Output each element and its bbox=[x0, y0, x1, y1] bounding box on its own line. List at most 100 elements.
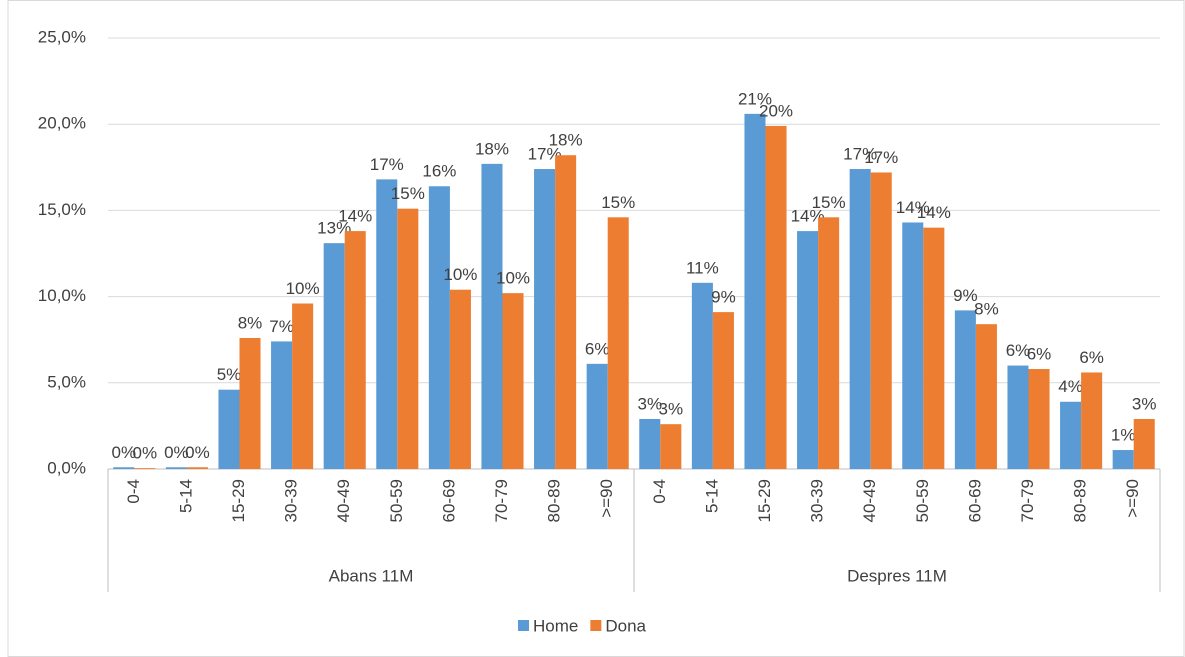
bar bbox=[1007, 365, 1029, 469]
bar bbox=[555, 155, 577, 469]
y-tick-label: 5,0% bbox=[47, 372, 86, 391]
data-label: 11% bbox=[686, 258, 719, 277]
bar bbox=[113, 467, 135, 469]
bar bbox=[765, 125, 787, 469]
bar bbox=[186, 467, 208, 469]
bar bbox=[902, 222, 924, 469]
bar bbox=[818, 217, 840, 469]
bar bbox=[292, 303, 314, 469]
data-label: 14% bbox=[917, 203, 951, 222]
bar bbox=[870, 172, 892, 470]
bar bbox=[954, 310, 976, 469]
bar bbox=[239, 337, 261, 469]
data-label: 20% bbox=[759, 101, 793, 120]
bar bbox=[218, 389, 240, 469]
bar bbox=[1112, 450, 1134, 469]
legend-swatch bbox=[518, 620, 529, 631]
bar bbox=[502, 293, 524, 469]
x-tick-label: 60-69 bbox=[965, 479, 984, 522]
bar bbox=[271, 341, 293, 469]
data-label: 15% bbox=[391, 184, 425, 203]
x-tick-label: 70-79 bbox=[492, 479, 511, 522]
data-label: 1% bbox=[1111, 426, 1136, 445]
group-label: Despres 11M bbox=[847, 566, 947, 585]
data-label: 6% bbox=[585, 339, 610, 358]
bar bbox=[975, 324, 997, 469]
group-label: Abans 11M bbox=[329, 566, 414, 585]
data-label: 3% bbox=[1132, 394, 1157, 413]
bar bbox=[344, 231, 366, 469]
data-label: 0% bbox=[133, 444, 158, 463]
data-label: 9% bbox=[711, 288, 736, 307]
bar bbox=[639, 419, 661, 469]
data-label: 9% bbox=[953, 286, 978, 305]
bar bbox=[1081, 372, 1103, 469]
bar bbox=[607, 217, 629, 469]
x-tick-label: 30-39 bbox=[808, 479, 827, 522]
data-label: 14% bbox=[791, 207, 825, 226]
data-label: 3% bbox=[637, 394, 662, 413]
data-label: 4% bbox=[1058, 377, 1083, 396]
x-tick-label: 40-49 bbox=[334, 479, 353, 522]
bar bbox=[744, 113, 766, 469]
bar bbox=[376, 179, 398, 470]
bar bbox=[534, 169, 556, 470]
x-tick-label: 50-59 bbox=[387, 479, 406, 522]
data-label: 6% bbox=[1079, 348, 1104, 367]
bar bbox=[449, 289, 471, 469]
data-label: 14% bbox=[896, 198, 930, 217]
data-label: 17% bbox=[843, 145, 877, 164]
x-tick-label: 5-14 bbox=[702, 479, 721, 513]
data-label: 0% bbox=[185, 443, 210, 462]
data-label: 10% bbox=[286, 279, 320, 298]
data-label: 6% bbox=[1006, 341, 1031, 360]
legend-label: Home bbox=[533, 616, 578, 635]
x-tick-label: 70-79 bbox=[1018, 479, 1037, 522]
bar bbox=[397, 208, 419, 469]
data-label: 0% bbox=[164, 443, 189, 462]
x-tick-label: >=90 bbox=[1123, 479, 1142, 518]
bar bbox=[691, 282, 713, 469]
bar bbox=[165, 467, 187, 469]
y-tick-label: 15,0% bbox=[38, 200, 86, 219]
data-label: 8% bbox=[238, 313, 263, 332]
x-tick-label: 5-14 bbox=[176, 479, 195, 513]
bar bbox=[923, 227, 945, 469]
data-label: 18% bbox=[549, 131, 583, 150]
y-tick-label: 20,0% bbox=[38, 114, 86, 133]
x-tick-label: 50-59 bbox=[913, 479, 932, 522]
data-label: 7% bbox=[269, 317, 294, 336]
data-label: 3% bbox=[659, 400, 684, 419]
bar bbox=[481, 163, 503, 470]
legend-label: Dona bbox=[605, 616, 646, 635]
x-tick-label: 15-29 bbox=[229, 479, 248, 522]
data-label: 8% bbox=[974, 300, 999, 319]
y-tick-label: 0,0% bbox=[47, 458, 86, 477]
data-label: 10% bbox=[496, 269, 530, 288]
chart-border bbox=[7, 0, 1185, 657]
bar bbox=[1060, 401, 1082, 469]
bar bbox=[849, 169, 871, 470]
bar bbox=[797, 231, 819, 469]
x-tick-label: 80-89 bbox=[1071, 479, 1090, 522]
bar bbox=[712, 312, 734, 469]
x-tick-label: 0-4 bbox=[650, 479, 669, 504]
data-label: 18% bbox=[475, 139, 509, 158]
bar bbox=[134, 468, 156, 469]
bar bbox=[1028, 369, 1050, 469]
x-tick-label: 80-89 bbox=[545, 479, 564, 522]
y-tick-label: 10,0% bbox=[38, 286, 86, 305]
x-tick-label: >=90 bbox=[597, 479, 616, 518]
data-label: 17% bbox=[864, 148, 898, 167]
data-label: 13% bbox=[317, 219, 351, 238]
data-label: 17% bbox=[370, 155, 404, 174]
x-tick-label: 15-29 bbox=[755, 479, 774, 522]
data-label: 0% bbox=[111, 443, 136, 462]
data-label: 15% bbox=[812, 193, 846, 212]
data-label: 5% bbox=[217, 365, 242, 384]
data-label: 17% bbox=[528, 145, 562, 164]
y-tick-label: 25,0% bbox=[38, 27, 86, 46]
data-label: 10% bbox=[443, 265, 477, 284]
